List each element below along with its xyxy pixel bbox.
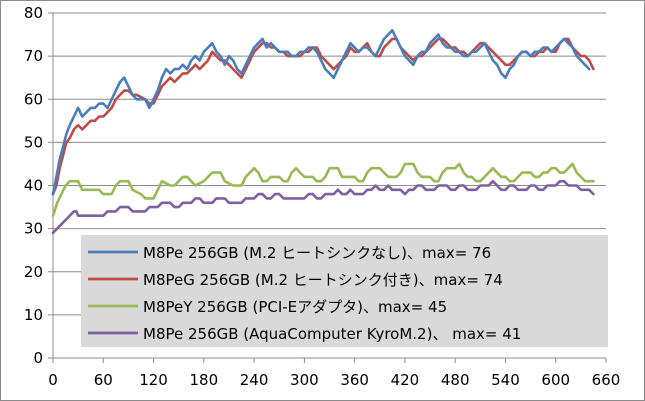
- x-tick-label-0: 0: [48, 371, 58, 389]
- y-tick-label-0: 0: [33, 349, 43, 367]
- x-tick-label-540: 540: [491, 371, 520, 389]
- x-tick-label-300: 300: [290, 371, 319, 389]
- series-line-1: [51, 28, 591, 196]
- y-tick-label-40: 40: [24, 177, 43, 195]
- y-tick-label-50: 50: [24, 133, 43, 151]
- legend-label-4: M8Pe 256GB (AquaComputer KyroM.2)、 max= …: [143, 325, 521, 343]
- legend-label-2: M8PeG 256GB (M.2 ヒートシンク付き)、max= 74: [143, 271, 503, 289]
- x-tick-label-240: 240: [240, 371, 269, 389]
- x-tick-label-660: 660: [592, 371, 621, 389]
- x-tick-label-480: 480: [441, 371, 470, 389]
- legend-label-1: M8Pe 256GB (M.2 ヒートシンクなし)、max= 76: [143, 244, 491, 262]
- legend-box: [81, 235, 608, 347]
- series-lines: [51, 28, 595, 235]
- x-tick-label-120: 120: [139, 371, 168, 389]
- series-line-4: [51, 179, 595, 235]
- y-axis-tick-labels: 0 10 20 30 40 50 60 70 80: [24, 4, 43, 367]
- y-tick-label-10: 10: [24, 306, 43, 324]
- y-tick-label-80: 80: [24, 4, 43, 22]
- x-tick-label-600: 600: [541, 371, 570, 389]
- series-line-3: [51, 162, 595, 217]
- x-tick-label-60: 60: [94, 371, 113, 389]
- x-tick-label-360: 360: [340, 371, 369, 389]
- x-tick-label-420: 420: [391, 371, 420, 389]
- legend-label-3: M8PeY 256GB (PCI-Eアダプタ)、max= 45: [143, 298, 447, 316]
- axes: [48, 12, 607, 363]
- x-tick-label-180: 180: [189, 371, 218, 389]
- legend: M8Pe 256GB (M.2 ヒートシンクなし)、max= 76 M8PeG 2…: [81, 235, 608, 347]
- y-tick-label-30: 30: [24, 220, 43, 238]
- y-tick-label-60: 60: [24, 90, 43, 108]
- x-axis-tick-labels: 0 60 120 180 240 300 360 420 480 540 600 660: [48, 371, 620, 389]
- y-tick-label-70: 70: [24, 47, 43, 65]
- y-tick-label-20: 20: [24, 263, 43, 281]
- series-line-2: [51, 37, 595, 196]
